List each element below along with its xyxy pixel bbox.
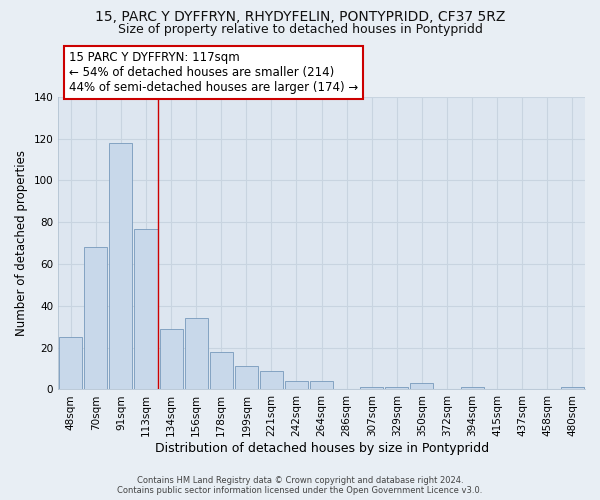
Bar [235,366,258,390]
Bar [461,388,484,390]
Bar [109,143,133,390]
Bar [310,381,333,390]
Text: Size of property relative to detached houses in Pontypridd: Size of property relative to detached ho… [118,22,482,36]
Text: Contains HM Land Registry data © Crown copyright and database right 2024.
Contai: Contains HM Land Registry data © Crown c… [118,476,482,495]
Y-axis label: Number of detached properties: Number of detached properties [15,150,28,336]
Text: 15 PARC Y DYFFRYN: 117sqm
← 54% of detached houses are smaller (214)
44% of semi: 15 PARC Y DYFFRYN: 117sqm ← 54% of detac… [69,51,358,94]
Text: 15, PARC Y DYFFRYN, RHYDYFELIN, PONTYPRIDD, CF37 5RZ: 15, PARC Y DYFFRYN, RHYDYFELIN, PONTYPRI… [95,10,505,24]
Bar [209,352,233,390]
Bar [561,388,584,390]
Bar [84,248,107,390]
Bar [385,388,409,390]
Bar [410,383,433,390]
Bar [134,228,158,390]
Bar [160,329,182,390]
Bar [59,337,82,390]
Bar [185,318,208,390]
Bar [360,388,383,390]
Bar [285,381,308,390]
Bar [260,370,283,390]
X-axis label: Distribution of detached houses by size in Pontypridd: Distribution of detached houses by size … [155,442,488,455]
